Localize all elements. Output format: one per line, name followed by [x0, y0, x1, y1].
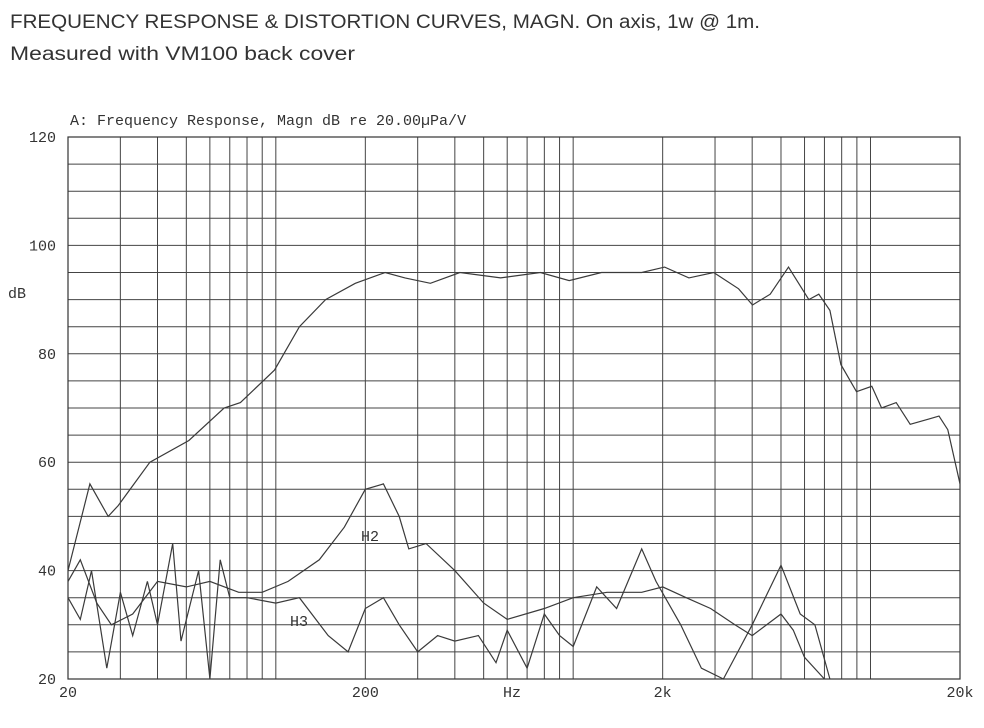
y-tick-label: 20: [38, 672, 56, 689]
y-axis-label: dB: [8, 286, 26, 303]
plot-frame: [67, 136, 961, 680]
plot-title: A: Frequency Response, Magn dB re 20.00µ…: [70, 113, 466, 130]
chart-subtitle: Measured with VM100 back cover: [10, 44, 356, 65]
series-label: H2: [361, 529, 379, 546]
series-label: H3: [290, 614, 308, 631]
x-tick-label: 200: [352, 685, 379, 702]
y-tick-label: 40: [38, 564, 56, 581]
chart-title: FREQUENCY RESPONSE & DISTORTION CURVES, …: [10, 12, 760, 33]
y-tick-label: 80: [38, 347, 56, 364]
series-line: [67, 265, 961, 571]
x-tick-label: 20k: [946, 685, 973, 702]
series-line: [67, 483, 825, 680]
x-tick-label: 2k: [654, 685, 672, 702]
x-tick-label: 20: [59, 685, 77, 702]
y-tick-label: 120: [29, 130, 56, 147]
y-tick-label: 60: [38, 455, 56, 472]
y-tick-label: 100: [29, 238, 56, 255]
series-line: [67, 543, 831, 680]
x-axis-label: Hz: [503, 685, 521, 702]
